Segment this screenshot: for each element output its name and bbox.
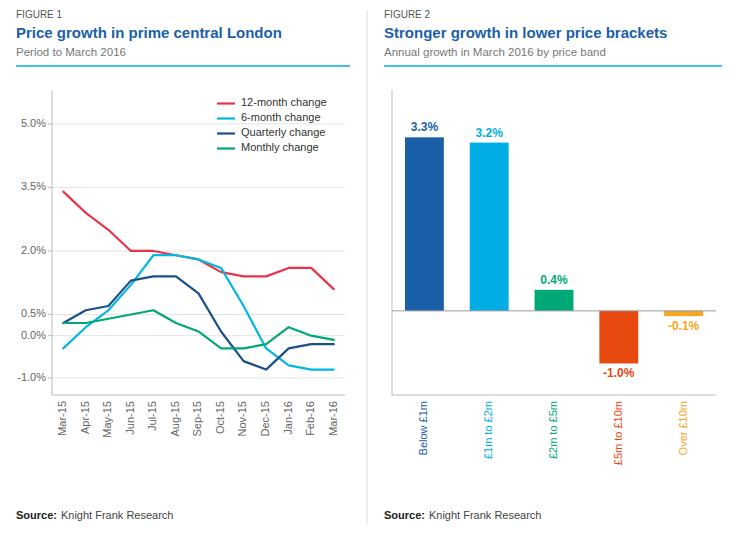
tick-label: Aug-15 — [169, 401, 181, 436]
legend-swatch — [217, 102, 235, 104]
data-label: 0.4% — [540, 273, 568, 287]
tick-label: Apr-15 — [79, 401, 91, 434]
tick-label: Nov-15 — [236, 401, 248, 436]
source-label: Source: — [16, 509, 57, 521]
legend-label: Monthly change — [241, 141, 319, 153]
source-text: Knight Frank Research — [61, 509, 174, 521]
tick-label: £2m to £5m — [547, 401, 559, 459]
subtitle: Period to March 2016 — [16, 46, 126, 58]
tick-label: Below £1m — [417, 401, 429, 455]
source: Source: Knight Frank Research — [16, 509, 173, 521]
tick-label: Over £10m — [677, 401, 689, 455]
chart-svg: FIGURE 1 Price growth in prime central Lo… — [0, 0, 736, 535]
legend-label: Quarterly change — [241, 126, 325, 138]
background — [0, 0, 736, 535]
tick-label: 0.5% — [21, 307, 46, 319]
bar — [470, 143, 509, 311]
tick-label: Jun-15 — [124, 401, 136, 435]
source: Source: Knight Frank Research — [384, 509, 541, 521]
grid-line — [52, 378, 345, 379]
tick-label: -1.0% — [17, 371, 46, 383]
y-axis-line — [392, 90, 393, 395]
header-rule — [16, 65, 350, 67]
figure-label: FIGURE 2 — [384, 9, 431, 20]
x-axis-line — [392, 395, 716, 396]
legend: 12-month change 6-month change Quarterly c… — [217, 96, 327, 153]
data-label: 3.2% — [476, 126, 504, 140]
tick-mark — [48, 378, 52, 379]
series-line — [63, 255, 333, 369]
tick-label: Jan-16 — [282, 401, 294, 435]
legend-label: 12-month change — [241, 96, 327, 108]
bar — [664, 311, 703, 316]
tick-label: Sep-15 — [191, 401, 203, 436]
zero-line — [392, 310, 716, 311]
tick-label: 2.0% — [21, 244, 46, 256]
tick-mark — [48, 250, 52, 251]
subtitle: Annual growth in March 2016 by price ban… — [384, 46, 606, 58]
source-label: Source: — [384, 509, 425, 521]
x-tick-labels: Below £1m £1m to £2m £2m to £5m £5m to £10m… — [417, 401, 688, 465]
series-line — [63, 310, 333, 348]
legend-swatch — [217, 117, 235, 119]
title: Stronger growth in lower price brackets — [384, 24, 667, 41]
grid-line — [52, 123, 345, 124]
tick-label: 0.0% — [21, 329, 46, 341]
tick-label: Dec-15 — [259, 401, 271, 436]
tick-mark — [48, 314, 52, 315]
grid-line — [52, 250, 345, 251]
tick-label: £5m to £10m — [612, 401, 624, 465]
x-axis-line — [52, 395, 345, 396]
x-tick-labels: Mar-15 Apr-15 May-15 Jun-15 Jul-15 Aug-15 Sep-… — [56, 401, 338, 438]
divider — [367, 10, 368, 525]
bar — [535, 290, 574, 311]
axes: -1.0% 0.0% 0.5% 2.0% 3.5% 5.0% — [17, 90, 345, 395]
plot-area — [405, 137, 703, 363]
tick-label: 3.5% — [21, 180, 46, 192]
legend-label: 6-month change — [241, 111, 321, 123]
tick-mark — [48, 335, 52, 336]
grid-line — [52, 187, 345, 188]
legend-swatch — [217, 147, 235, 149]
tick-label: 5.0% — [21, 117, 46, 129]
tick-label: £1m to £2m — [482, 401, 494, 459]
legend-swatch — [217, 132, 235, 134]
axes — [392, 90, 716, 395]
data-label: 3.3% — [411, 120, 439, 134]
tick-label: May-15 — [101, 401, 113, 438]
grid-line — [52, 335, 345, 336]
tick-label: Mar-15 — [56, 401, 68, 436]
y-axis-line — [52, 90, 53, 395]
source-text: Knight Frank Research — [429, 509, 542, 521]
tick-label: Mar-16 — [327, 401, 339, 436]
figure-label: FIGURE 1 — [16, 9, 63, 20]
series-line — [63, 276, 333, 369]
header-rule — [384, 65, 722, 67]
tick-mark — [48, 187, 52, 188]
tick-label: Oct-15 — [214, 401, 226, 434]
tick-label: Feb-16 — [304, 401, 316, 436]
plot-area — [63, 192, 333, 370]
title: Price growth in prime central London — [16, 24, 282, 41]
data-label: -0.1% — [668, 319, 700, 333]
data-label: -1.0% — [603, 366, 635, 380]
bar — [405, 137, 444, 311]
grid-line — [52, 314, 345, 315]
data-labels: 3.3% 3.2% 0.4% -1.0% -0.1% — [411, 120, 700, 380]
tick-mark — [48, 123, 52, 124]
tick-label: Jul-15 — [146, 401, 158, 431]
series-line — [63, 192, 333, 289]
bar — [599, 311, 638, 364]
